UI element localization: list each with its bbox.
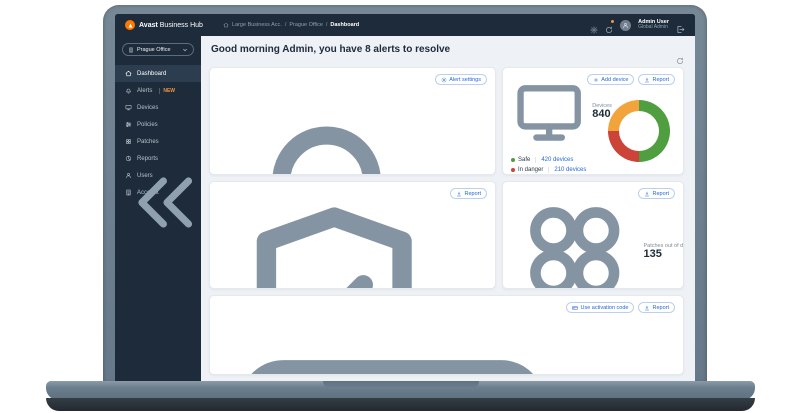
- devices-card: Devices 840 Add device Report Safe 420 de…: [502, 67, 684, 175]
- sidebar-item-label: Dashboard: [137, 70, 167, 77]
- devices-donut-chart: [608, 100, 670, 162]
- user-block[interactable]: Admin User Global Admin: [638, 19, 669, 31]
- sidebar-item-policies[interactable]: Policies: [115, 116, 201, 133]
- avatar[interactable]: [620, 19, 632, 31]
- devices-link[interactable]: 210 devices: [554, 167, 587, 174]
- breadcrumb-item-account[interactable]: Large Business Acc.: [231, 22, 282, 28]
- sidebar-item-reports[interactable]: Reports: [115, 150, 201, 167]
- report-button[interactable]: Report: [638, 74, 675, 85]
- alert-settings-button[interactable]: Alert settings: [435, 74, 487, 85]
- user-name: Admin User: [638, 18, 669, 25]
- report-button[interactable]: Report: [638, 302, 675, 313]
- site-selector-label: Prague Office: [137, 46, 171, 53]
- sidebar-item-label: Users: [137, 172, 153, 179]
- breadcrumb-item-site[interactable]: Prague Office: [289, 22, 323, 28]
- add-device-label: Add device: [601, 76, 629, 83]
- sidebar: Prague Office Dashboard Alerts NEW Device…: [115, 36, 201, 383]
- legend-dot: [511, 168, 515, 173]
- use-activation-code-button[interactable]: Use activation code: [566, 302, 635, 313]
- monitor-icon: [511, 74, 587, 150]
- brand-bold: Avast: [139, 21, 158, 29]
- subscriptions-card: Active subscriptions 4 Use activation co…: [209, 295, 684, 375]
- shield-icon: [218, 188, 450, 289]
- legend-row: Safe 420 devices: [511, 154, 675, 165]
- sidebar-item-alerts[interactable]: Alerts NEW: [115, 82, 201, 99]
- legend-label: Safe: [518, 156, 531, 163]
- download-icon: [645, 305, 650, 310]
- site-selector[interactable]: Prague Office: [122, 43, 194, 56]
- download-icon: [457, 191, 462, 196]
- sidebar-item-label: Devices: [137, 104, 159, 111]
- legend-label: In danger: [518, 167, 544, 174]
- bell-icon: [218, 74, 435, 175]
- topbar: Avast Business Hub Large Business Acc. /…: [115, 14, 695, 36]
- sidebar-item-label: Patches: [137, 138, 159, 145]
- donut-hole: [619, 111, 659, 151]
- refresh-icon[interactable]: [676, 57, 684, 65]
- brand: Avast Business Hub: [125, 20, 203, 30]
- report-label: Report: [652, 76, 669, 83]
- gear-icon: [441, 76, 447, 83]
- activation-label: Use activation code: [580, 304, 629, 311]
- report-label: Report: [464, 190, 481, 197]
- card-title: Devices: [592, 103, 612, 110]
- laptop-base: [46, 381, 755, 400]
- sidebar-item-label: Reports: [137, 155, 159, 162]
- brand-text: Avast Business Hub: [139, 22, 203, 29]
- legend-dot: [511, 157, 515, 162]
- card-title: Alerts to resolve: [440, 174, 479, 175]
- patches-card: Patches out of date 135 Report 245 Faile…: [502, 181, 684, 289]
- credit-card-icon: [572, 305, 579, 310]
- avast-logo-icon: [125, 20, 135, 30]
- sidebar-item-dashboard[interactable]: Dashboard: [115, 65, 201, 82]
- report-label: Report: [652, 304, 669, 311]
- patches-count: 135: [643, 247, 662, 260]
- legend-row: In danger 210 devices: [511, 165, 675, 174]
- person-icon: [623, 22, 628, 28]
- sidebar-item-label: Policies: [137, 121, 158, 128]
- add-device-button[interactable]: Add device: [587, 74, 635, 85]
- patches-icon: [511, 188, 638, 289]
- breadcrumb-separator: /: [284, 22, 287, 28]
- new-badge: NEW: [159, 87, 175, 94]
- laptop-bottom-edge: [46, 398, 755, 411]
- whats-new-icon[interactable]: [605, 20, 615, 33]
- download-icon: [645, 77, 650, 82]
- main-content: Good morning Admin, you have 8 alerts to…: [201, 36, 695, 383]
- page-title: Good morning Admin, you have 8 alerts to…: [211, 44, 451, 55]
- breadcrumb: Large Business Acc. / Prague Office / Da…: [223, 22, 359, 28]
- topbar-actions: Admin User Global Admin: [590, 19, 685, 34]
- alert-settings-label: Alert settings: [449, 76, 481, 83]
- settings-gear-icon[interactable]: [590, 21, 598, 34]
- user-role: Global Admin: [638, 24, 668, 31]
- sidebar-item-patches[interactable]: Patches: [115, 133, 201, 150]
- logout-icon[interactable]: [676, 21, 685, 33]
- home-icon: [223, 22, 229, 28]
- sidebar-item-devices[interactable]: Devices: [115, 99, 201, 116]
- notification-dot: [611, 20, 615, 23]
- breadcrumb-item-current: Dashboard: [330, 22, 360, 28]
- laptop-screen-frame: Avast Business Hub Large Business Acc. /…: [103, 5, 707, 383]
- report-button[interactable]: Report: [638, 188, 675, 199]
- devices-count: 840: [592, 108, 611, 121]
- brand-rest: Business Hub: [159, 21, 203, 29]
- alerts-card: Alerts to resolve 8 Alert settings Prote…: [209, 67, 496, 175]
- sidebar-item-label: Alerts: [137, 87, 153, 94]
- devices-link[interactable]: 420 devices: [541, 156, 574, 163]
- report-label: Report: [652, 190, 669, 197]
- report-button[interactable]: Report: [450, 188, 487, 199]
- download-icon: [645, 191, 650, 196]
- plus-icon: [594, 77, 599, 82]
- breadcrumb-separator: /: [325, 22, 328, 28]
- threats-card: Threats found in last 14 days 304 Report…: [209, 181, 496, 289]
- app-window: Avast Business Hub Large Business Acc. /…: [115, 14, 695, 383]
- sidebar-collapse-icon[interactable]: [124, 29, 210, 376]
- card-title: Patches out of date: [643, 242, 684, 249]
- credit-card-icon: [218, 302, 566, 375]
- sidebar-item-users[interactable]: Users: [115, 167, 201, 184]
